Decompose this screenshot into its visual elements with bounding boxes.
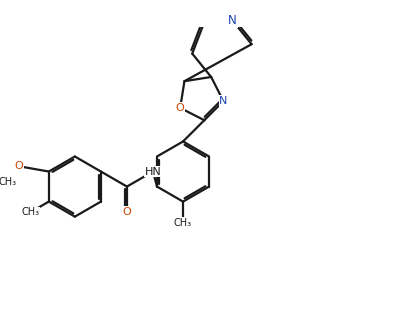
Text: N: N — [219, 96, 228, 106]
Text: O: O — [123, 207, 131, 217]
Text: CH₃: CH₃ — [174, 218, 192, 228]
Text: O: O — [15, 161, 24, 171]
Text: CH₃: CH₃ — [0, 177, 17, 187]
Text: HN: HN — [145, 166, 161, 176]
Text: O: O — [176, 103, 185, 113]
Text: N: N — [228, 14, 237, 27]
Text: CH₃: CH₃ — [22, 207, 40, 217]
